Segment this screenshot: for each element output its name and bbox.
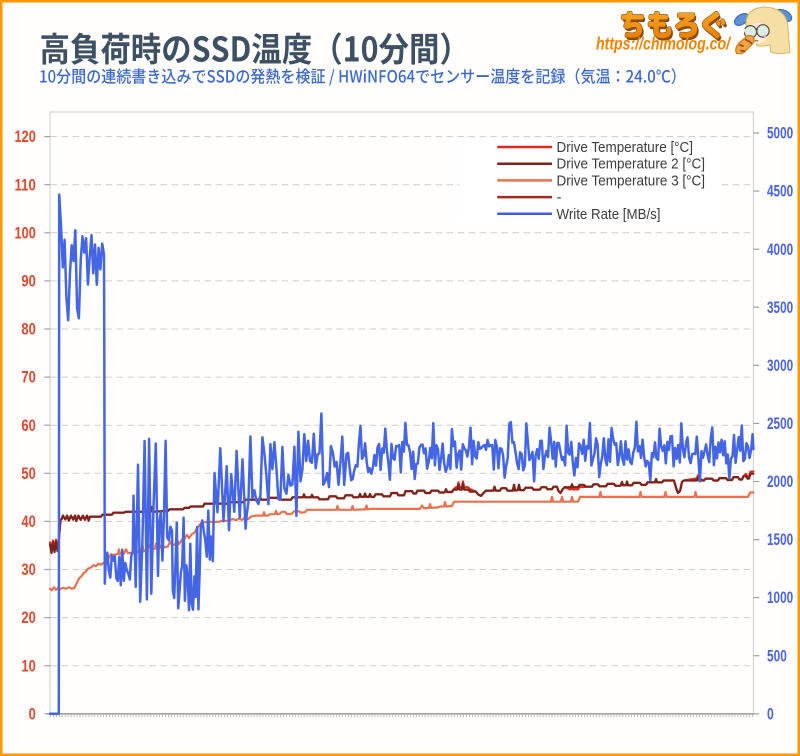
- svg-text:-: -: [557, 189, 562, 206]
- svg-text:10: 10: [21, 657, 35, 675]
- svg-text:120: 120: [15, 128, 36, 146]
- svg-text:3500: 3500: [767, 299, 793, 317]
- svg-text:1000: 1000: [767, 589, 793, 607]
- svg-text:Drive Temperature 3 [°C]: Drive Temperature 3 [°C]: [557, 172, 706, 189]
- svg-text:4000: 4000: [767, 241, 793, 259]
- svg-text:https://chimolog.co/: https://chimolog.co/: [596, 34, 732, 54]
- svg-text:2500: 2500: [767, 415, 793, 433]
- svg-text:3000: 3000: [767, 357, 793, 375]
- svg-text:500: 500: [767, 647, 787, 665]
- svg-text:30: 30: [21, 561, 35, 579]
- svg-text:2000: 2000: [767, 473, 793, 491]
- svg-text:40: 40: [21, 513, 35, 531]
- svg-text:Write Rate [MB/s]: Write Rate [MB/s]: [557, 206, 661, 223]
- svg-text:70: 70: [21, 369, 35, 387]
- svg-text:50: 50: [21, 465, 35, 483]
- svg-text:5000: 5000: [767, 125, 793, 143]
- svg-text:80: 80: [21, 321, 35, 339]
- svg-text:1500: 1500: [767, 531, 793, 549]
- svg-text:20: 20: [21, 609, 35, 627]
- svg-text:60: 60: [21, 417, 35, 435]
- svg-text:90: 90: [21, 273, 35, 291]
- svg-text:110: 110: [15, 176, 36, 194]
- svg-text:Drive Temperature [°C]: Drive Temperature [°C]: [557, 139, 694, 156]
- svg-text:4500: 4500: [767, 183, 793, 201]
- svg-text:100: 100: [15, 224, 36, 242]
- svg-text:Drive Temperature 2 [°C]: Drive Temperature 2 [°C]: [557, 156, 706, 173]
- svg-text:0: 0: [767, 705, 774, 723]
- svg-text:0: 0: [29, 705, 36, 723]
